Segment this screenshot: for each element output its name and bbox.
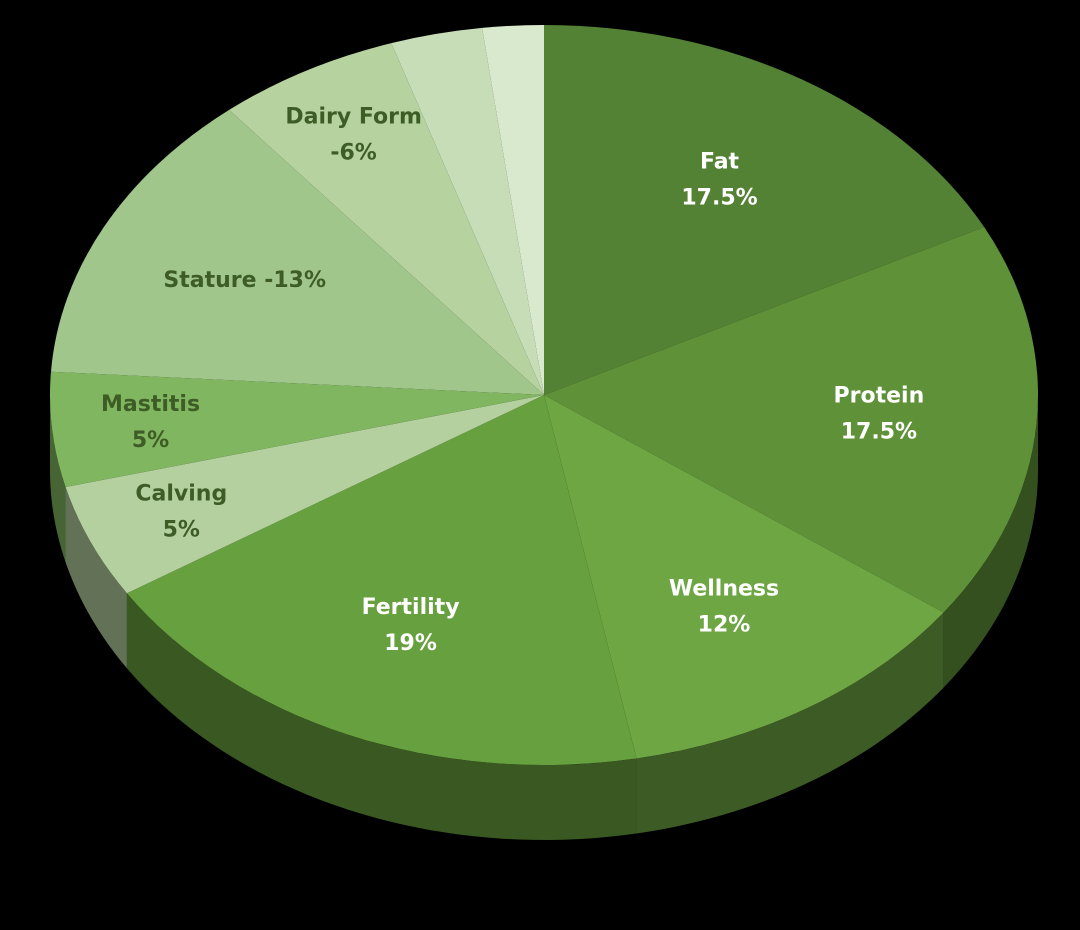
category-label: Fat	[700, 149, 740, 174]
value-label: 5%	[163, 518, 200, 543]
slice	[50, 109, 545, 396]
value-label: -13%	[264, 268, 326, 293]
slice-side	[636, 612, 944, 834]
value-label: -6%	[330, 141, 376, 166]
value-label: 19%	[384, 631, 437, 656]
category-label: Mastitis	[101, 392, 200, 417]
slice-side	[65, 487, 127, 669]
slice	[229, 43, 544, 395]
slice	[126, 395, 637, 766]
slice-side	[50, 395, 66, 563]
slice	[49, 371, 544, 488]
category-label: Calving	[135, 482, 227, 507]
slice	[391, 27, 544, 395]
slice-side	[943, 395, 1038, 688]
slice-side	[126, 593, 637, 840]
slice	[544, 227, 1038, 613]
value-label: 12%	[698, 612, 751, 637]
slice	[65, 395, 544, 594]
category-label: Stature	[163, 268, 256, 293]
category-label: Dairy Form	[285, 105, 422, 130]
category-label: Wellness	[669, 576, 779, 601]
category-label: Protein	[834, 384, 925, 409]
slice	[544, 25, 985, 395]
slice	[482, 25, 544, 395]
data-label: Stature -13%	[163, 268, 326, 293]
value-label: 5%	[132, 428, 169, 453]
slice	[544, 395, 944, 759]
category-label: Fertility	[362, 595, 460, 620]
value-label: 17.5%	[841, 420, 917, 445]
value-label: 17.5%	[681, 185, 757, 210]
